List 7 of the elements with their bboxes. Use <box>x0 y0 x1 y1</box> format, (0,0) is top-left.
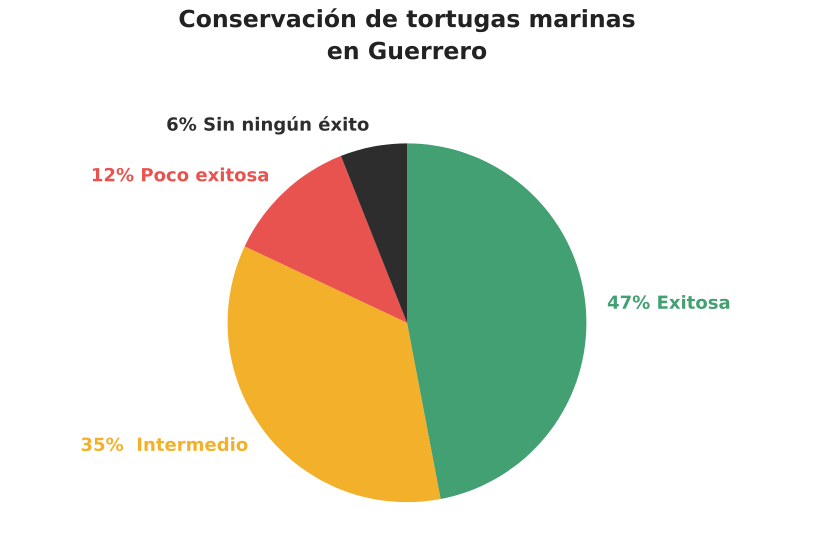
slice-label: 35% Intermedio <box>82 437 248 452</box>
pie-slice <box>407 143 586 499</box>
pie-slice <box>340 143 407 323</box>
slice-label: 6% Sin ningún éxito <box>167 116 369 135</box>
slice-label: 47% Exitosa <box>608 295 730 310</box>
chart-title: Conservación de tortugas marinas en Guerrero <box>180 8 635 60</box>
slice-label: 12% Poco exitosa <box>92 168 268 182</box>
